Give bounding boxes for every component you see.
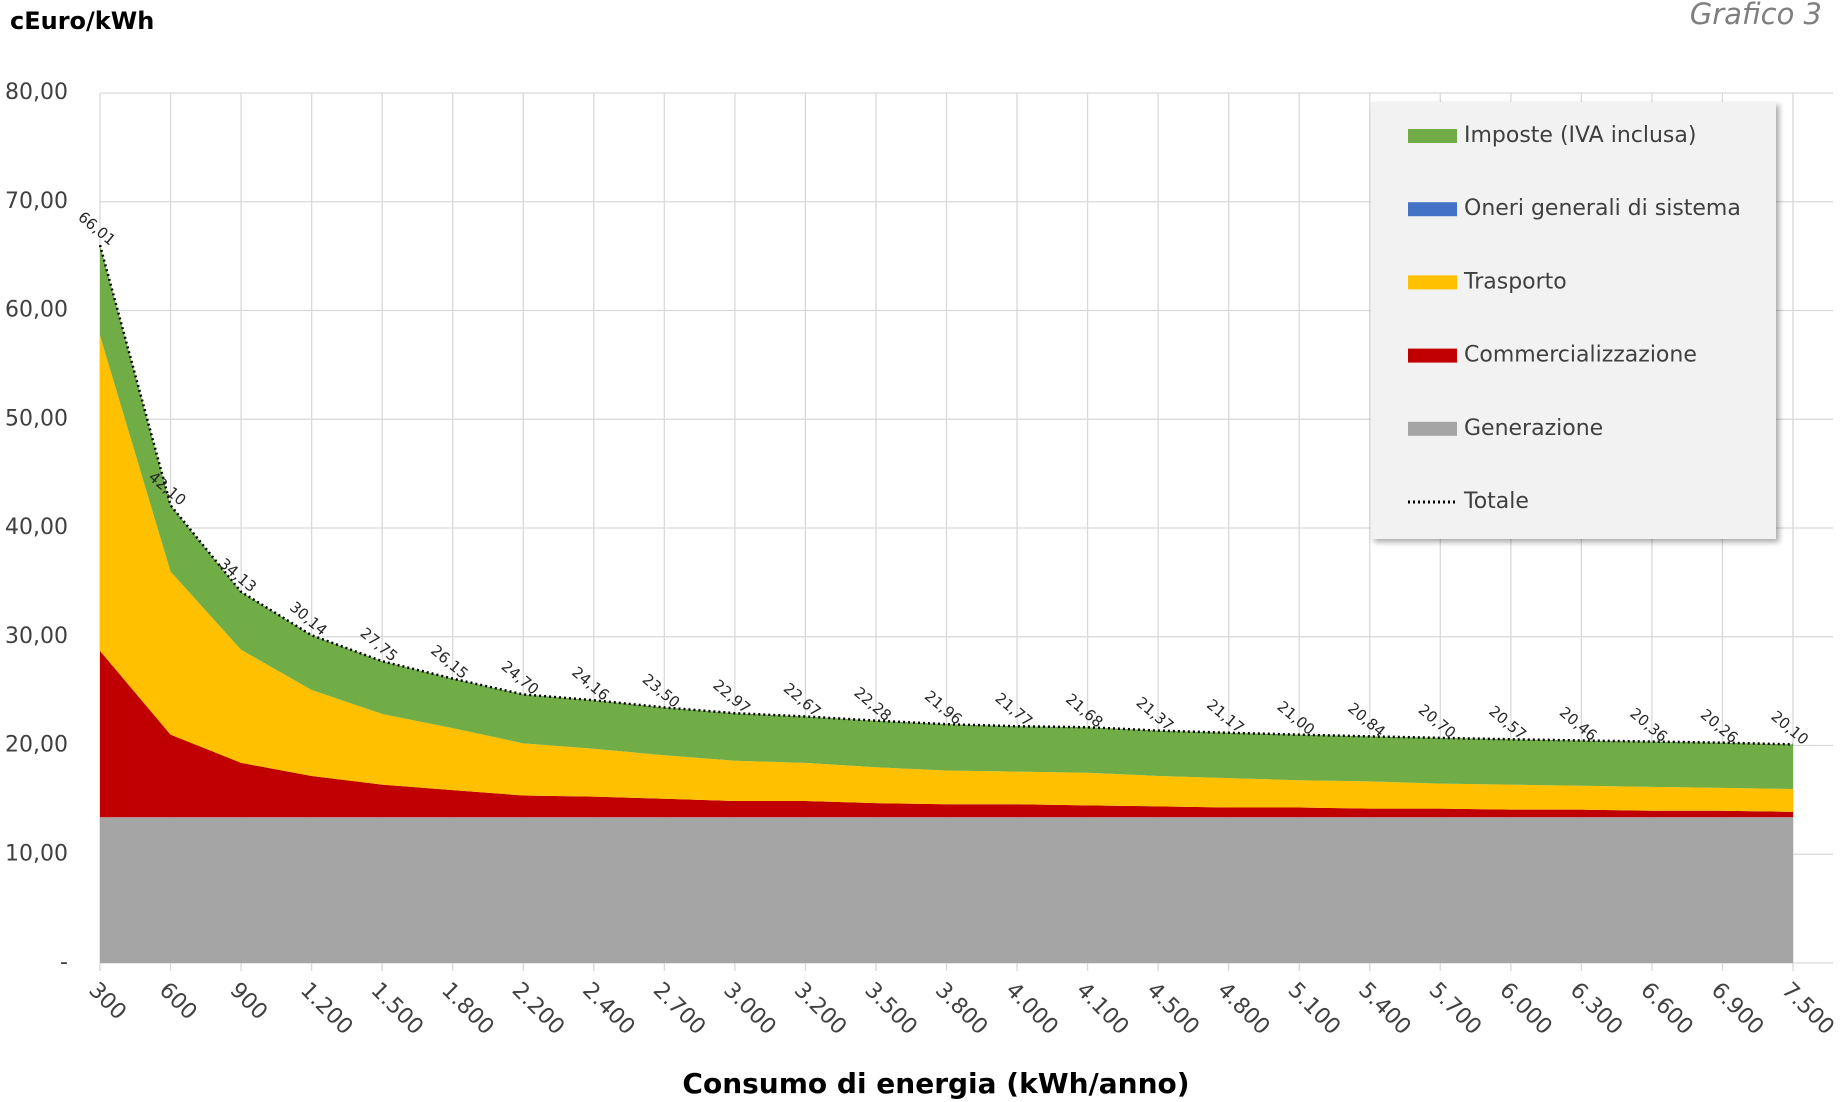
data-label: 22,67 (780, 679, 824, 720)
x-tick-label: 6.300 (1565, 978, 1627, 1040)
data-label: 21,17 (1203, 695, 1247, 736)
data-label: 20,46 (1556, 703, 1600, 744)
x-tick-label: 6.600 (1635, 978, 1697, 1040)
data-label: 20,84 (1344, 699, 1388, 740)
x-tick-label: 4.100 (1071, 978, 1133, 1040)
x-tick-label: 6.900 (1706, 978, 1768, 1040)
data-label: 20,26 (1697, 705, 1741, 746)
x-tick-label: 4.000 (1001, 978, 1063, 1040)
data-label: 22,97 (709, 676, 753, 717)
data-label: 21,00 (1274, 697, 1318, 738)
y-tick-label: 30,00 (5, 624, 68, 649)
data-label: 20,36 (1626, 704, 1670, 745)
data-label: 66,01 (75, 208, 119, 249)
x-axis-title: Consumo di energia (kWh/anno) (682, 1067, 1189, 1100)
x-tick-label: 600 (154, 978, 201, 1025)
x-tick-label: 5.700 (1424, 978, 1486, 1040)
x-tick-label: 5.400 (1353, 978, 1415, 1040)
y-tick-label: 10,00 (5, 841, 68, 866)
y-tick-label: 60,00 (5, 298, 68, 323)
x-tick-label: 300 (84, 978, 131, 1025)
y-tick-label: - (60, 950, 68, 975)
legend-label: Totale (1463, 489, 1529, 514)
legend-label: Commercializzazione (1464, 343, 1697, 368)
y-tick-label: 40,00 (5, 515, 68, 540)
x-tick-label: 900 (225, 978, 272, 1025)
legend-swatch (1408, 129, 1457, 143)
data-label: 22,28 (850, 683, 894, 724)
data-label: 20,10 (1768, 707, 1812, 748)
area (100, 650, 1793, 818)
x-tick-label: 1.200 (295, 978, 357, 1040)
x-tick-label: 7.500 (1777, 978, 1839, 1040)
legend-swatch (1408, 421, 1457, 436)
legend-label: Imposte (IVA inclusa) (1464, 123, 1696, 148)
x-tick-label: 2.700 (648, 978, 710, 1040)
y-tick-label: 20,00 (5, 733, 68, 758)
legend-label: Generazione (1464, 416, 1603, 441)
x-tick-label: 2.400 (577, 978, 639, 1040)
x-tick-label: 4.800 (1212, 978, 1274, 1040)
x-tick-label: 4.500 (1142, 978, 1204, 1040)
x-tick-label: 3.800 (930, 978, 992, 1040)
data-label: 21,77 (992, 689, 1036, 730)
data-label: 20,70 (1415, 701, 1459, 742)
x-tick-label: 5.100 (1283, 978, 1345, 1040)
legend-swatch (1408, 348, 1457, 363)
y-axis-title: cEuro/kWh (10, 7, 154, 35)
legend-label: Trasporto (1463, 269, 1567, 294)
x-tick-label: 3.200 (789, 978, 851, 1040)
x-tick-label: 3.000 (718, 978, 780, 1040)
x-tick-label: 1.800 (436, 978, 498, 1040)
y-tick-label: 50,00 (5, 406, 68, 431)
area (100, 817, 1793, 963)
y-tick-label: 80,00 (5, 80, 68, 105)
x-tick-label: 1.500 (366, 978, 428, 1040)
x-tick-label: 6.000 (1494, 978, 1556, 1040)
x-tick-label: 3.500 (859, 978, 921, 1040)
x-tick-label: 2.200 (507, 978, 569, 1040)
y-tick-label: 70,00 (5, 189, 68, 214)
legend-swatch (1408, 275, 1457, 290)
data-label: 21,96 (921, 687, 965, 728)
area (100, 335, 1793, 812)
legend-label: Oneri generali di sistema (1464, 196, 1741, 221)
data-label: 21,68 (1062, 690, 1106, 731)
data-label: 20,57 (1485, 702, 1529, 743)
chart-title: Grafico 3 (1690, 0, 1822, 31)
legend-box (1371, 102, 1776, 539)
legend-swatch (1408, 202, 1457, 217)
